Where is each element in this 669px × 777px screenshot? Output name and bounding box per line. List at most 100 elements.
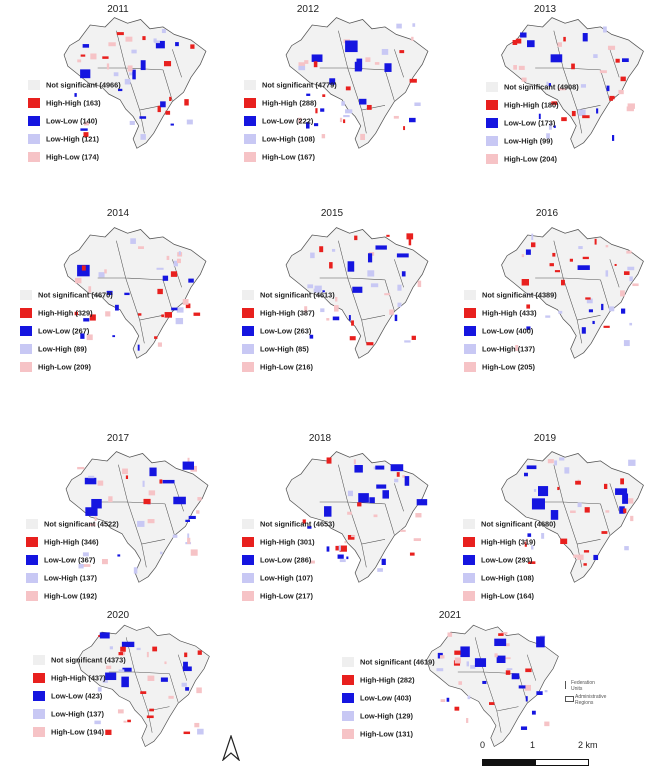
administrative-regions-item: Administrative Regions (565, 694, 620, 708)
cluster-high-high (585, 297, 591, 300)
cluster-high-low (77, 59, 82, 63)
cluster-low-low (132, 69, 136, 80)
cluster-low-high (338, 545, 341, 551)
cluster-low-high (397, 284, 402, 291)
cluster-low-high (341, 101, 345, 106)
legend-label: High-Low (204) (504, 154, 557, 164)
legend-label: High-High (319) (481, 537, 536, 547)
cluster-low-low (409, 117, 416, 123)
legend-item-not-significant: Not significant (4619) (342, 657, 435, 669)
legend-swatch (20, 290, 32, 301)
cluster-high-low (147, 519, 155, 524)
cluster-high-low (503, 643, 510, 647)
cluster-high-high (488, 702, 495, 705)
legend-label: Not significant (4670) (38, 290, 113, 300)
legend-swatch (33, 673, 45, 684)
cluster-high-high (197, 650, 202, 655)
cluster-low-low (588, 309, 593, 313)
cluster-high-low (101, 558, 108, 565)
cluster-low-low (553, 125, 556, 128)
cluster-low-high (381, 48, 389, 55)
cluster-high-high (557, 486, 560, 491)
cluster-high-low (182, 299, 189, 305)
legend-item-high-low: High-Low (194) (33, 727, 104, 739)
legend-swatch (342, 693, 354, 704)
cluster-high-low (630, 515, 634, 522)
cluster-high-low (117, 709, 124, 714)
legend-item-low-high: Low-High (137) (33, 709, 104, 721)
brazil-map (285, 17, 429, 149)
cluster-low-low (358, 493, 369, 503)
cluster-low-high (531, 545, 534, 550)
cluster-high-high (549, 263, 554, 267)
cluster-high-high (89, 314, 96, 321)
year-label: 2020 (106, 610, 130, 621)
legend-swatch (244, 116, 256, 127)
cluster-low-high (160, 551, 163, 555)
cluster-high-low (521, 77, 527, 82)
cluster-high-low (166, 255, 170, 260)
legend-swatch (242, 344, 254, 355)
cluster-high-low (411, 36, 414, 41)
reference-legend: Federation Units Administrative Regions (565, 680, 620, 708)
legend-label: High-High (288) (262, 98, 317, 108)
legend-item-not-significant: Not significant (4670) (20, 290, 113, 302)
cluster-low-low (359, 98, 367, 105)
year-label: 2019 (533, 433, 557, 444)
cluster-low-high (623, 340, 630, 347)
cluster-low-low (376, 484, 387, 489)
legend-label: Not significant (4522) (44, 519, 119, 529)
cluster-low-low (525, 696, 528, 702)
legend-label: Not significant (4680) (481, 519, 556, 529)
cluster-low-low (160, 677, 168, 682)
cluster-low-low (188, 515, 196, 520)
cluster-high-low (605, 510, 610, 513)
legend-item-high-low: High-Low (209) (20, 362, 91, 374)
cluster-low-high (580, 84, 587, 88)
cluster-high-high (326, 457, 332, 464)
cluster-high-low (374, 62, 380, 65)
cluster-low-high (605, 270, 609, 277)
cluster-high-low (605, 245, 609, 248)
legend-swatch (464, 326, 476, 337)
cluster-high-low (335, 297, 338, 302)
legend-swatch (463, 555, 475, 566)
legend-swatch (28, 116, 40, 127)
year-label: 2017 (106, 433, 130, 444)
legend-item-low-low: Low-Low (286) (242, 555, 311, 567)
cluster-high-low (97, 480, 104, 486)
legend-label: Low-Low (286) (260, 555, 312, 565)
cluster-high-high (190, 44, 195, 49)
cluster-high-high (185, 303, 191, 309)
cluster-high-low (504, 657, 511, 660)
cluster-low-high (436, 668, 444, 672)
legend-label: High-Low (217) (260, 591, 313, 601)
legend-label: High-Low (216) (260, 362, 313, 372)
cluster-high-low (402, 475, 406, 478)
cluster-low-low (149, 467, 157, 477)
cluster-low-high (173, 260, 178, 267)
cluster-high-low (104, 269, 107, 274)
cluster-low-low (80, 333, 85, 339)
cluster-low-high (377, 568, 383, 572)
cluster-high-high (521, 279, 530, 286)
cluster-high-low (304, 60, 309, 64)
cluster-low-high (133, 567, 138, 574)
legend-label: Low-High (99) (504, 136, 553, 146)
legend-item-low-low: Low-Low (400) (464, 326, 533, 338)
legend-swatch (464, 362, 476, 373)
legend-label: High-High (437) (51, 673, 106, 683)
cluster-low-high (609, 306, 615, 312)
cluster-high-high (571, 110, 576, 117)
cluster-low-high (577, 502, 582, 508)
legend-item-high-high: High-High (301) (242, 537, 315, 549)
cluster-low-low (601, 303, 604, 311)
cluster-low-low (593, 554, 599, 561)
cluster-high-high (152, 646, 158, 652)
cluster-low-high (564, 467, 570, 474)
cluster-high-low (360, 133, 366, 141)
cluster-low-high (470, 665, 476, 669)
brazil-map (77, 624, 210, 747)
cluster-low-low (524, 472, 528, 477)
cluster-high-low (147, 675, 155, 681)
